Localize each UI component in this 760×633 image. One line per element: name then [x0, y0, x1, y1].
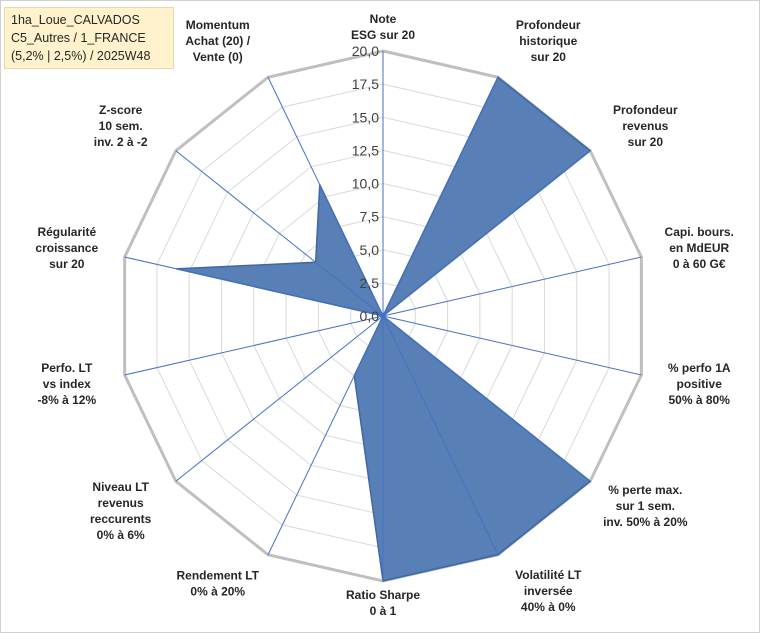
axis-label-line: Achat (20) /: [185, 34, 250, 48]
axis-label: Volatilité LT inversée 40% à 0%: [515, 568, 582, 614]
axis-label: Capi. bours. en MdEUR 0 à 60 G€: [665, 225, 734, 271]
axis-label-line: reccurents: [90, 512, 152, 526]
axis-label-line: ESG sur 20: [351, 28, 415, 42]
axis-label-line: Profondeur: [613, 103, 678, 117]
axis-label-line: 0 à 1: [370, 604, 397, 618]
info-line-1: 1ha_Loue_CALVADOS: [11, 13, 140, 27]
axis-label-line: Volatilité LT: [515, 568, 582, 582]
axis-label-line: % perte max.: [608, 483, 682, 497]
axis-spoke: [175, 315, 384, 482]
axis-label-line: Niveau LT: [92, 480, 149, 494]
axis-spoke: [382, 315, 642, 376]
axis-label: Perfo. LT vs index -8% à 12%: [37, 361, 96, 407]
tick-label: 2,5: [360, 275, 380, 291]
axis-label-line: inv. 2 à -2: [94, 135, 148, 149]
tick-label: 7,5: [360, 209, 380, 225]
axis-spoke: [267, 77, 384, 317]
tick-layer: 0,0 2,5 5,0 7,5 10,0 12,5 15,0 17,5 20,0: [352, 43, 379, 324]
axis-label-line: Capi. bours.: [665, 225, 734, 239]
axis-label-line: sur 20: [531, 50, 567, 64]
tick-label: 15,0: [352, 109, 379, 125]
axis-label: Niveau LT revenus reccurents 0% à 6%: [90, 480, 152, 542]
axis-spoke: [382, 150, 591, 317]
axis-label-line: -8% à 12%: [37, 393, 96, 407]
axis-label: Momentum Achat (20) / Vente (0): [185, 18, 250, 64]
tick-label: 10,0: [352, 176, 379, 192]
axis-label-line: positive: [677, 377, 723, 391]
axis-spoke: [382, 315, 499, 555]
axis-label-line: Rendement LT: [177, 569, 260, 583]
tick-label: 20,0: [352, 43, 379, 59]
axis-label: Régularité croissance sur 20: [35, 225, 98, 271]
tick-label: 0,0: [360, 308, 380, 324]
axis-spoke: [267, 315, 384, 555]
axis-label-line: Perfo. LT: [41, 361, 93, 375]
axis-label-line: 0 à 60 G€: [673, 257, 726, 271]
axis-label: % perfo 1A positive 50% à 80%: [668, 361, 731, 407]
axis-label-line: 50% à 80%: [669, 393, 731, 407]
axis-label-line: en MdEUR: [669, 241, 729, 255]
axis-label-line: % perfo 1A: [668, 361, 731, 375]
axis-label-line: Profondeur: [516, 18, 581, 32]
axis-label-line: Vente (0): [193, 50, 243, 64]
axis-spoke: [382, 315, 591, 482]
axis-label-line: Régularité: [37, 225, 96, 239]
axis-spoke: [124, 315, 384, 376]
axis-label-line: sur 20: [49, 257, 85, 271]
info-line-3: (5,2% | 2,5%) / 2025W48: [11, 49, 151, 63]
axis-label-line: inv. 50% à 20%: [603, 515, 688, 529]
axis-label: Rendement LT 0% à 20%: [177, 569, 260, 599]
axis-label-line: 40% à 0%: [521, 600, 576, 614]
axis-label-line: 10 sem.: [99, 119, 143, 133]
axis-label-line: inversée: [524, 584, 573, 598]
axis-label-line: Note: [370, 12, 397, 26]
axis-spoke: [124, 256, 384, 317]
axis-label-line: 0% à 6%: [97, 528, 145, 542]
axis-label-line: Ratio Sharpe: [346, 588, 420, 602]
spoke-layer: [124, 51, 642, 581]
axis-label-line: croissance: [35, 241, 98, 255]
axis-label-line: 0% à 20%: [190, 585, 245, 599]
axis-label-line: Z-score: [99, 103, 143, 117]
axis-label: Profondeur revenus sur 20: [613, 103, 678, 149]
axis-label-line: historique: [519, 34, 577, 48]
axis-label-line: Momentum: [186, 18, 250, 32]
axis-label: % perte max. sur 1 sem. inv. 50% à 20%: [603, 483, 688, 529]
info-line-2: C5_Autres / 1_FRANCE: [11, 31, 146, 45]
info-box: 1ha_Loue_CALVADOS C5_Autres / 1_FRANCE (…: [4, 7, 174, 69]
axis-label-layer: Note ESG sur 20 Profondeur historique sur 20…: [35, 12, 733, 618]
axis-label: Z-score 10 sem. inv. 2 à -2: [94, 103, 148, 149]
axis-label-line: vs index: [43, 377, 91, 391]
axis-label: Profondeur historique sur 20: [516, 18, 581, 64]
axis-label: Ratio Sharpe 0 à 1: [346, 588, 420, 618]
axis-label-line: revenus: [622, 119, 668, 133]
axis-spoke: [382, 77, 499, 317]
tick-label: 17,5: [352, 76, 379, 92]
axis-spoke: [382, 256, 642, 317]
tick-label: 5,0: [360, 242, 380, 258]
axis-label-line: sur 20: [628, 135, 664, 149]
axis-spoke: [175, 150, 384, 317]
axis-label: Note ESG sur 20: [351, 12, 415, 42]
tick-label: 12,5: [352, 142, 379, 158]
axis-label-line: sur 1 sem.: [616, 499, 675, 513]
axis-label-line: revenus: [98, 496, 144, 510]
